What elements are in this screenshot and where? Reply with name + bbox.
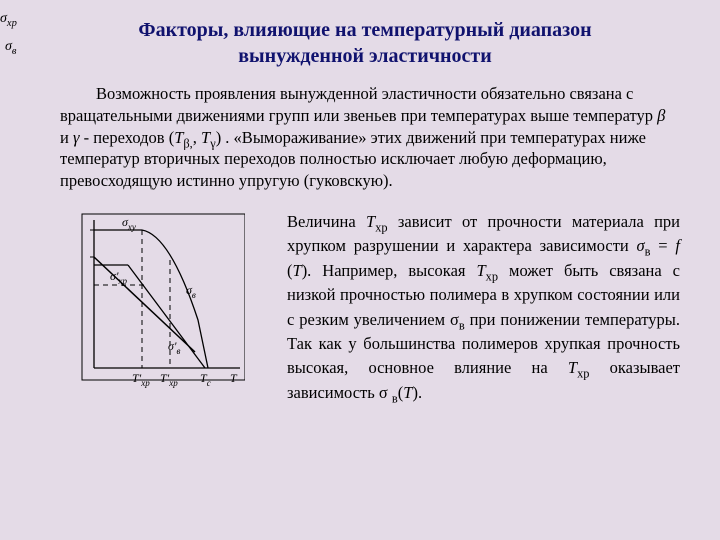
p2-f: f xyxy=(675,236,680,255)
ylab-sv: σ xyxy=(5,39,12,54)
p1-Tg: T xyxy=(201,128,210,147)
intro-paragraph: Возможность проявления вынужденной эласт… xyxy=(60,83,670,192)
chart-svg: σxy σ'xp σв σ'в T'xp T'xp Tc T xyxy=(50,210,245,400)
p2-pc: ). xyxy=(302,261,312,280)
right-paragraph: Величина Txp зависит от прочности матери… xyxy=(285,210,680,405)
p2-t3: = xyxy=(651,236,676,255)
p1-t3: - переходов ( xyxy=(79,128,174,147)
title-line2: вынужденной эластичности xyxy=(238,45,492,67)
lbl-sxp2: σ'xp xyxy=(110,269,127,286)
p2-hi: высокая xyxy=(408,261,476,280)
xlab-T: T xyxy=(230,371,238,385)
p2-t1: Величина xyxy=(287,212,366,231)
p1-beta: β xyxy=(657,106,665,125)
chart-border xyxy=(82,214,245,380)
content-row: σ xp σв xyxy=(50,210,680,405)
xlab-Txp1: T'xp xyxy=(132,371,150,388)
ylab-sigma-v: σв xyxy=(5,40,16,54)
p2-Txr2sub: xp xyxy=(486,269,498,283)
ylab-sv-sub: в xyxy=(12,46,17,57)
title-line1: Факторы, влияющие на температурный диапа… xyxy=(138,19,591,41)
chart-column: σxp σв xyxy=(50,210,285,405)
slide-title: Факторы, влияющие на температурный диапа… xyxy=(50,18,680,69)
p2-Txrsub: xp xyxy=(375,220,387,234)
p1-t2: и xyxy=(60,128,73,147)
xlab-Txp2: T'xp xyxy=(160,371,178,388)
p2-T: T xyxy=(293,261,302,280)
p2-Txr: T xyxy=(366,212,375,231)
p2-t4: Например, xyxy=(322,261,408,280)
p2-Txr3sub: xp xyxy=(577,367,589,381)
ylab-sigma-xp: σxp xyxy=(0,12,17,26)
p2-Txr2: T xyxy=(476,261,485,280)
lbl-sv1: σв xyxy=(186,283,196,300)
p2-Txr3: T xyxy=(568,358,577,377)
p1-Tb: T xyxy=(174,128,183,147)
chart-box: σxy σ'xp σв σ'в T'xp T'xp Tc T xyxy=(50,210,245,400)
ylab-sxp-sub: xp xyxy=(7,18,17,29)
slide-page: Факторы, влияющие на температурный диапа… xyxy=(0,0,720,540)
p2-t8c: ). xyxy=(412,383,422,402)
xlab-Tc: Tc xyxy=(200,371,211,388)
ylab-sxp: σ xyxy=(0,11,7,26)
p1-t1: Возможность проявления вынужденной эласт… xyxy=(60,84,657,125)
p2-sv: σ xyxy=(637,236,645,255)
p1-c1: , xyxy=(193,128,201,147)
line-sigma-v2 xyxy=(128,265,205,368)
p1-Tbsub: β, xyxy=(183,136,192,150)
